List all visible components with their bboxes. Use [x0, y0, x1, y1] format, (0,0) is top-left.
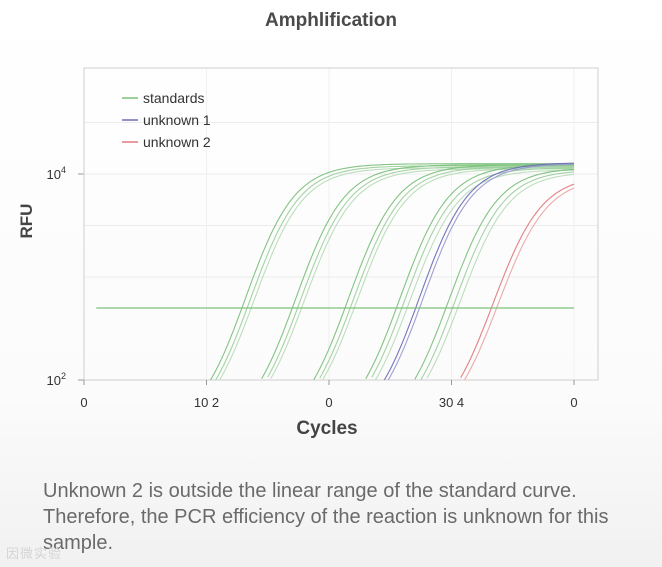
curve-standards [414, 168, 575, 380]
x-tick-label: 0 [80, 395, 87, 410]
x-tick-label: 0 [325, 395, 332, 410]
curve-standards [209, 163, 574, 380]
curve-standards [374, 169, 574, 380]
curve-standards [426, 173, 575, 379]
caption-text: Unknown 2 is outside the linear range of… [43, 480, 609, 554]
curve-unknown-1 [387, 163, 574, 380]
x-tick-label: 0 [570, 395, 577, 410]
amplification-chart: standards unknown 1 unknown 2 102 104 0 1… [17, 67, 599, 439]
curve-unknown-2 [463, 187, 575, 380]
y-axis-label: RFU [17, 204, 36, 239]
legend-label-standards: standards [143, 90, 204, 106]
legend: standards unknown 1 unknown 2 [122, 90, 211, 150]
curve-standards [322, 168, 574, 380]
legend-label-unknown-1: unknown 1 [143, 112, 211, 128]
curve-unknown-1 [383, 162, 574, 380]
x-tick-label: 10 2 [194, 395, 219, 410]
chart-title: Amphlification [265, 10, 397, 31]
amplification-curves [209, 162, 575, 380]
curve-unknown-2 [460, 183, 575, 378]
curve-standards [218, 167, 574, 380]
curve-standards [215, 165, 574, 380]
y-tick-label-1e4: 104 [47, 165, 66, 182]
curve-standards [313, 164, 574, 380]
x-axis-label: Cycles [296, 418, 357, 439]
plot-frame [83, 67, 599, 381]
legend-label-unknown-2: unknown 2 [143, 134, 211, 150]
curve-standards [420, 171, 575, 380]
curve-standards [371, 167, 574, 378]
x-tick-label: 30 4 [439, 395, 464, 410]
curve-standards [261, 164, 574, 379]
y-tick-label-1e2: 102 [47, 371, 66, 388]
curve-standards [270, 168, 574, 379]
watermark: 因微实验 [6, 546, 63, 561]
